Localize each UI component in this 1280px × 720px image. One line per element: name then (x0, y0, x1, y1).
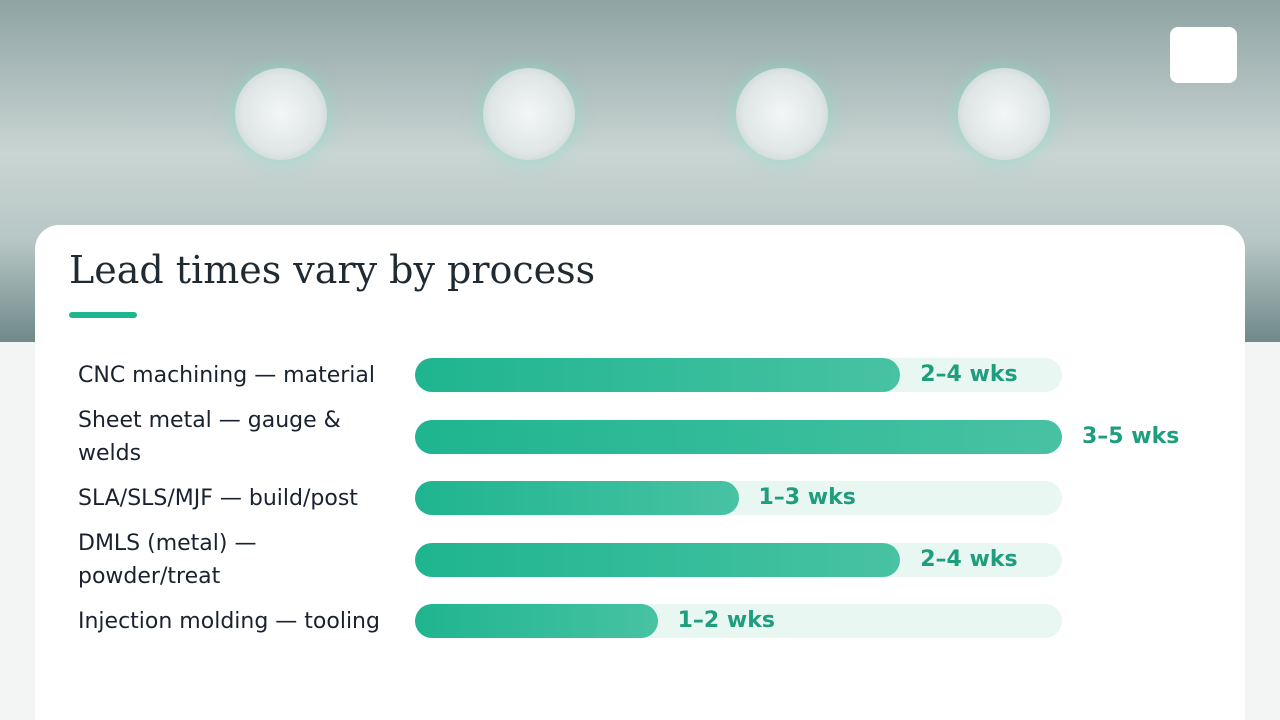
category-label: SLA/SLS/MJF — build/post (78, 485, 358, 511)
part-image (235, 68, 327, 160)
bar (415, 481, 739, 515)
category-label: DMLS (metal) — powder/treat (78, 530, 257, 589)
bar (415, 542, 901, 577)
value-label: 1–3 wks (758, 485, 856, 510)
part-image (736, 68, 828, 160)
value-label: 1–2 wks (677, 608, 775, 633)
category-label: Sheet metal — gauge & welds (78, 407, 341, 466)
logo (1170, 27, 1237, 83)
part-image (958, 68, 1050, 160)
chart-title: Lead times vary by process (69, 248, 596, 292)
category-label: CNC machining — material (78, 362, 376, 388)
bar (415, 419, 1062, 454)
value-label: 3–5 wks (1082, 423, 1180, 449)
part-image (483, 68, 575, 160)
value-label: 2–4 wks (920, 362, 1018, 387)
bar (415, 358, 901, 392)
category-label: Injection molding — tooling (78, 608, 380, 634)
bar (415, 604, 658, 638)
value-label: 2–4 wks (920, 546, 1018, 572)
title-accent (69, 312, 137, 318)
